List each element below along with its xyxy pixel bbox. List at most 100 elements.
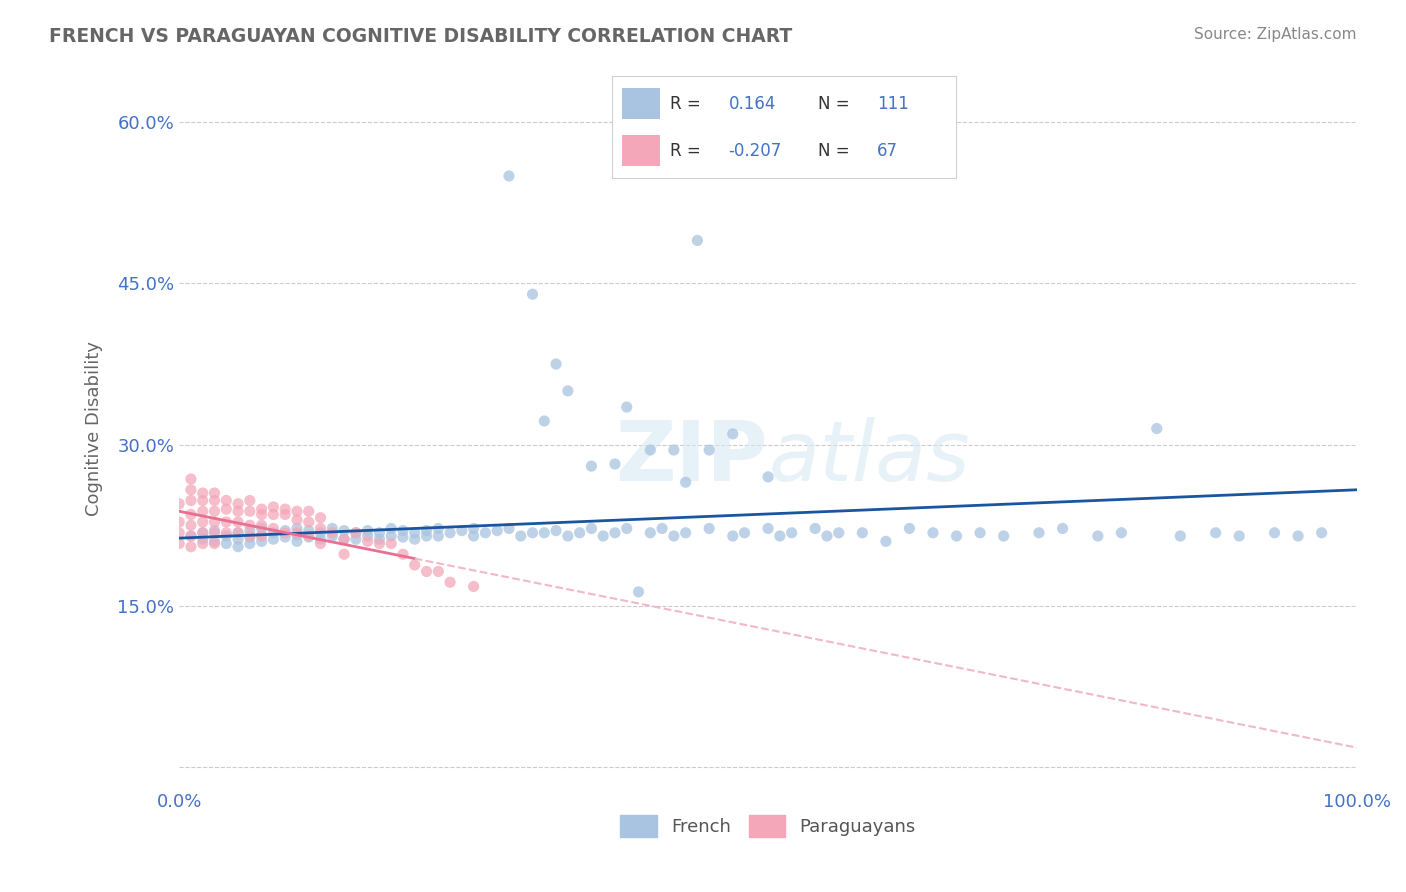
Point xyxy=(616,400,638,414)
Point xyxy=(662,529,685,543)
Point xyxy=(463,521,485,535)
Point xyxy=(167,536,190,550)
Point xyxy=(675,525,697,540)
Point xyxy=(226,533,249,547)
Point xyxy=(239,493,262,508)
Point xyxy=(250,508,273,522)
Point xyxy=(191,493,214,508)
Point xyxy=(215,515,238,529)
Text: Source: ZipAtlas.com: Source: ZipAtlas.com xyxy=(1194,27,1357,42)
Point xyxy=(356,534,378,549)
Point xyxy=(309,533,332,547)
Point xyxy=(239,529,262,543)
Text: FRENCH VS PARAGUAYAN COGNITIVE DISABILITY CORRELATION CHART: FRENCH VS PARAGUAYAN COGNITIVE DISABILIT… xyxy=(49,27,793,45)
Point xyxy=(415,524,437,538)
Point xyxy=(180,540,202,554)
Point xyxy=(368,533,391,547)
Point xyxy=(546,524,568,538)
Point xyxy=(686,234,709,248)
Point xyxy=(239,530,262,544)
Point xyxy=(675,475,697,490)
Point xyxy=(522,287,544,301)
Point xyxy=(285,528,308,542)
Point xyxy=(697,521,720,535)
Point xyxy=(922,525,945,540)
Text: ZIP: ZIP xyxy=(616,417,768,498)
Point xyxy=(274,530,297,544)
Point xyxy=(180,529,202,543)
Bar xyxy=(621,136,659,166)
Point xyxy=(1146,421,1168,435)
Point xyxy=(427,565,450,579)
Point xyxy=(509,529,531,543)
Point xyxy=(815,529,838,543)
Point xyxy=(250,528,273,542)
Point xyxy=(250,502,273,516)
Point xyxy=(191,504,214,518)
Point xyxy=(262,525,284,540)
Text: -0.207: -0.207 xyxy=(728,142,782,160)
Point xyxy=(368,525,391,540)
Point xyxy=(627,585,650,599)
Point xyxy=(298,504,321,518)
Point xyxy=(250,534,273,549)
Point xyxy=(204,493,226,508)
Point xyxy=(285,513,308,527)
Point xyxy=(309,510,332,524)
Point xyxy=(204,534,226,549)
Text: N =: N = xyxy=(818,142,855,160)
Point xyxy=(180,508,202,522)
Text: 67: 67 xyxy=(877,142,898,160)
Point xyxy=(215,525,238,540)
Point xyxy=(226,515,249,529)
Point xyxy=(191,486,214,500)
Point xyxy=(1028,525,1050,540)
Point xyxy=(603,525,626,540)
Point xyxy=(239,518,262,533)
Point xyxy=(333,524,356,538)
Point xyxy=(204,486,226,500)
Point xyxy=(851,525,873,540)
Point xyxy=(167,515,190,529)
Point xyxy=(463,580,485,594)
Point xyxy=(427,529,450,543)
Y-axis label: Cognitive Disability: Cognitive Disability xyxy=(86,341,103,516)
Point xyxy=(167,497,190,511)
Point xyxy=(804,521,827,535)
Point xyxy=(439,575,461,590)
Point xyxy=(204,515,226,529)
Point xyxy=(274,508,297,522)
Point xyxy=(191,536,214,550)
Point xyxy=(415,529,437,543)
Point xyxy=(204,536,226,550)
Point xyxy=(380,529,402,543)
Point xyxy=(1286,529,1309,543)
Point xyxy=(380,521,402,535)
Point xyxy=(226,497,249,511)
Point xyxy=(204,524,226,538)
Point xyxy=(533,525,555,540)
Point xyxy=(215,493,238,508)
Point xyxy=(450,524,472,538)
Point xyxy=(1205,525,1227,540)
Point xyxy=(734,525,756,540)
Point xyxy=(321,521,343,535)
Point xyxy=(756,521,779,535)
Point xyxy=(380,536,402,550)
Point xyxy=(356,524,378,538)
Point xyxy=(474,525,496,540)
Point xyxy=(180,472,202,486)
Legend: French, Paraguayans: French, Paraguayans xyxy=(613,808,922,845)
Point xyxy=(581,521,603,535)
Point xyxy=(191,525,214,540)
Point xyxy=(356,529,378,543)
Point xyxy=(180,518,202,533)
Point xyxy=(262,500,284,514)
Point xyxy=(344,533,367,547)
Point xyxy=(993,529,1015,543)
Point xyxy=(285,504,308,518)
Point xyxy=(239,536,262,550)
Point xyxy=(344,525,367,540)
Point xyxy=(603,457,626,471)
Point xyxy=(321,529,343,543)
